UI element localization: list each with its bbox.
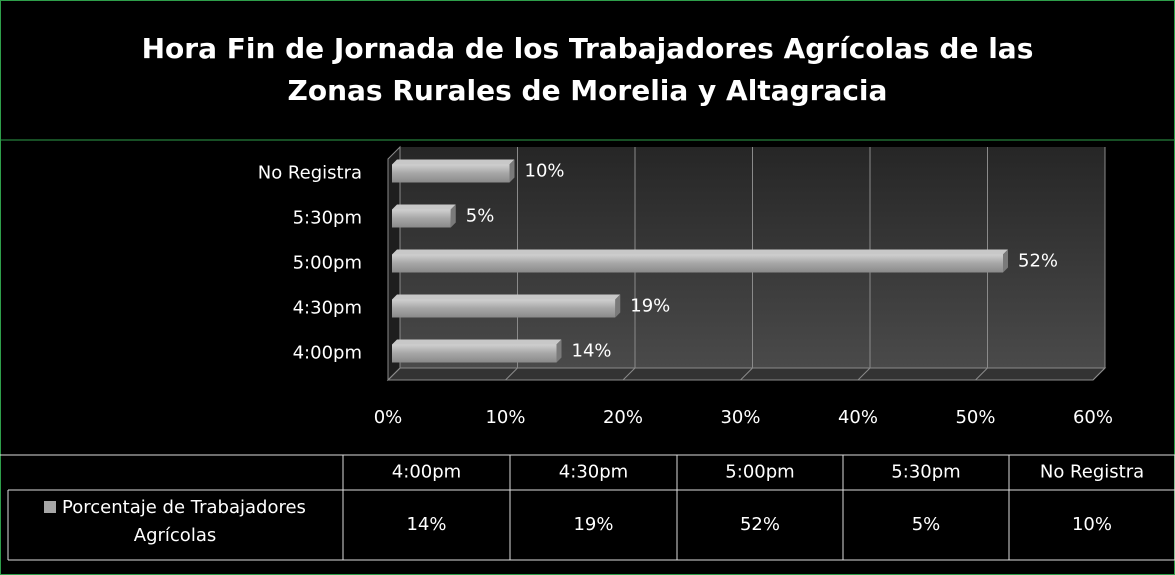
grid-line: [857, 147, 871, 381]
x-tick-label: 40%: [838, 407, 878, 428]
bar-top: [392, 249, 1008, 255]
series-name: Porcentaje de Trabajadores Agrícolas: [62, 497, 306, 546]
data-label: 52%: [1018, 251, 1058, 272]
x-tick-label: 30%: [720, 407, 760, 428]
category-label: No Registra: [258, 163, 362, 184]
category-label: 5:00pm: [293, 253, 362, 274]
data-label: 14%: [572, 341, 612, 362]
table-header: 5:00pm: [725, 462, 794, 483]
series-name-cell: Porcentaje de Trabajadores Agrícolas: [10, 494, 340, 550]
x-tick-label: 0%: [374, 407, 403, 428]
grid-line: [740, 147, 753, 381]
bar-end: [1003, 249, 1008, 273]
grid-line: [505, 147, 518, 381]
table-value: 5%: [912, 514, 941, 535]
data-label: 19%: [630, 296, 670, 317]
legend-key: [44, 501, 57, 513]
table-value: 19%: [573, 514, 613, 535]
table-header: 5:30pm: [891, 462, 960, 483]
data-label: 10%: [525, 161, 565, 182]
category-label: 5:30pm: [293, 208, 362, 229]
x-tick-label: 10%: [485, 407, 525, 428]
category-label: 4:00pm: [293, 343, 362, 364]
bar: [392, 164, 510, 183]
grid-line: [975, 147, 988, 381]
table-header: 4:00pm: [392, 462, 461, 483]
bar-top: [392, 339, 562, 345]
table-value: 52%: [740, 514, 780, 535]
grid-line: [622, 147, 636, 381]
table-header: 4:30pm: [559, 462, 628, 483]
x-tick-label: 60%: [1073, 407, 1113, 428]
bar-top: [392, 294, 621, 300]
x-tick-label: 50%: [955, 407, 995, 428]
grid-line: [1092, 147, 1106, 381]
data-label: 5%: [466, 206, 495, 227]
bar: [392, 209, 451, 228]
bar-end: [450, 204, 456, 228]
bar-end: [556, 339, 562, 363]
table-header: No Registra: [1040, 462, 1144, 483]
bar-top: [392, 159, 515, 165]
chart-title: Hora Fin de Jornada de los Trabajadores …: [141, 32, 1034, 107]
bar-top: [392, 204, 456, 210]
x-tick-label: 20%: [603, 407, 643, 428]
bar: [392, 344, 557, 363]
table-value: 10%: [1072, 514, 1112, 535]
bar-end: [509, 159, 515, 183]
bar: [392, 299, 616, 318]
bar: [392, 254, 1003, 273]
table-value: 14%: [406, 514, 446, 535]
bar-end: [615, 294, 621, 318]
category-label: 4:30pm: [293, 298, 362, 319]
